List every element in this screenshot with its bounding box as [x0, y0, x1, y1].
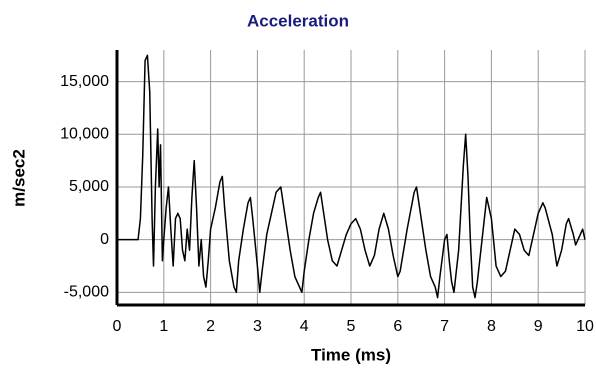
y-tick-label: 15,000	[60, 73, 109, 90]
x-tick-label: 10	[576, 318, 594, 335]
x-tick-label: 8	[487, 318, 496, 335]
y-tick-label: 0	[100, 231, 109, 248]
x-tick-label: 1	[159, 318, 168, 335]
x-tick-label: 2	[206, 318, 215, 335]
y-tick-label: 5,000	[69, 178, 109, 195]
x-tick-label: 0	[113, 318, 122, 335]
x-tick-label: 9	[534, 318, 543, 335]
x-tick-label: 3	[253, 318, 262, 335]
chart-title: Acceleration	[247, 11, 349, 30]
y-tick-label: 10,000	[60, 126, 109, 143]
x-axis-label: Time (ms)	[311, 345, 391, 364]
y-axis-label: m/sec2	[9, 149, 28, 207]
data-line	[117, 54, 586, 299]
y-tick-label: -5,000	[64, 284, 109, 301]
x-tick-label: 4	[300, 318, 309, 335]
x-tick-label: 5	[347, 318, 356, 335]
x-tick-label: 7	[440, 318, 449, 335]
x-tick-label: 6	[393, 318, 402, 335]
